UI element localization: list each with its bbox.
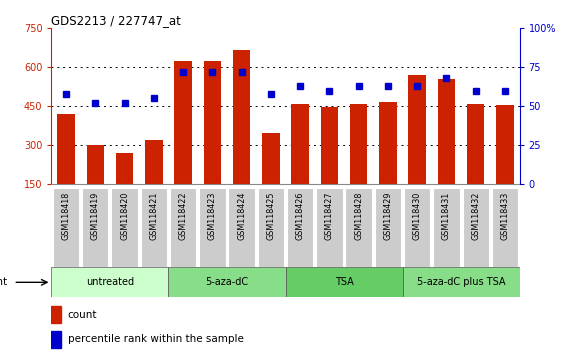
Bar — [291, 104, 309, 184]
Bar — [111, 188, 138, 267]
Text: GSM118421: GSM118421 — [149, 192, 158, 240]
Text: GSM118420: GSM118420 — [120, 192, 129, 240]
Text: GSM118426: GSM118426 — [296, 192, 305, 240]
Bar — [203, 61, 221, 184]
Bar — [86, 145, 104, 184]
Bar — [145, 140, 163, 184]
Bar — [496, 105, 514, 184]
Bar — [116, 153, 133, 184]
Bar — [262, 133, 280, 184]
Bar — [433, 188, 460, 267]
Text: untreated: untreated — [86, 277, 134, 287]
Text: GSM118418: GSM118418 — [62, 192, 71, 240]
Text: GSM118422: GSM118422 — [179, 192, 188, 240]
Text: GSM118419: GSM118419 — [91, 192, 100, 240]
Bar — [379, 102, 397, 184]
Text: agent: agent — [0, 277, 7, 287]
Text: GSM118430: GSM118430 — [413, 192, 422, 240]
Bar — [492, 188, 518, 267]
Bar — [286, 267, 403, 297]
Bar — [375, 188, 401, 267]
Text: GSM118433: GSM118433 — [500, 192, 509, 240]
Bar — [170, 188, 196, 267]
Text: 5-aza-dC: 5-aza-dC — [206, 277, 248, 287]
Bar — [57, 114, 75, 184]
Bar — [408, 75, 426, 184]
Bar — [467, 104, 484, 184]
Bar — [258, 188, 284, 267]
Bar — [463, 188, 489, 267]
Bar — [345, 188, 372, 267]
Text: GSM118428: GSM118428 — [354, 192, 363, 240]
Text: GSM118427: GSM118427 — [325, 192, 334, 240]
Text: percentile rank within the sample: percentile rank within the sample — [68, 334, 244, 344]
Bar — [438, 79, 455, 184]
Text: GSM118429: GSM118429 — [383, 192, 392, 240]
Bar — [51, 331, 61, 348]
Bar — [51, 306, 61, 323]
Text: GSM118425: GSM118425 — [266, 192, 275, 240]
Bar — [403, 267, 520, 297]
Bar — [233, 50, 250, 184]
Text: TSA: TSA — [335, 277, 353, 287]
Bar — [287, 188, 313, 267]
Text: 5-aza-dC plus TSA: 5-aza-dC plus TSA — [417, 277, 505, 287]
Text: GDS2213 / 227747_at: GDS2213 / 227747_at — [51, 14, 181, 27]
Bar — [174, 61, 192, 184]
Bar — [228, 188, 255, 267]
Bar — [168, 267, 286, 297]
Text: GSM118431: GSM118431 — [442, 192, 451, 240]
Bar — [316, 188, 343, 267]
Bar — [51, 267, 168, 297]
Bar — [404, 188, 431, 267]
Bar — [350, 104, 368, 184]
Text: GSM118424: GSM118424 — [237, 192, 246, 240]
Text: GSM118423: GSM118423 — [208, 192, 217, 240]
Bar — [53, 188, 79, 267]
Bar — [199, 188, 226, 267]
Text: count: count — [68, 309, 97, 320]
Bar — [321, 108, 338, 184]
Text: GSM118432: GSM118432 — [471, 192, 480, 240]
Bar — [140, 188, 167, 267]
Bar — [82, 188, 108, 267]
